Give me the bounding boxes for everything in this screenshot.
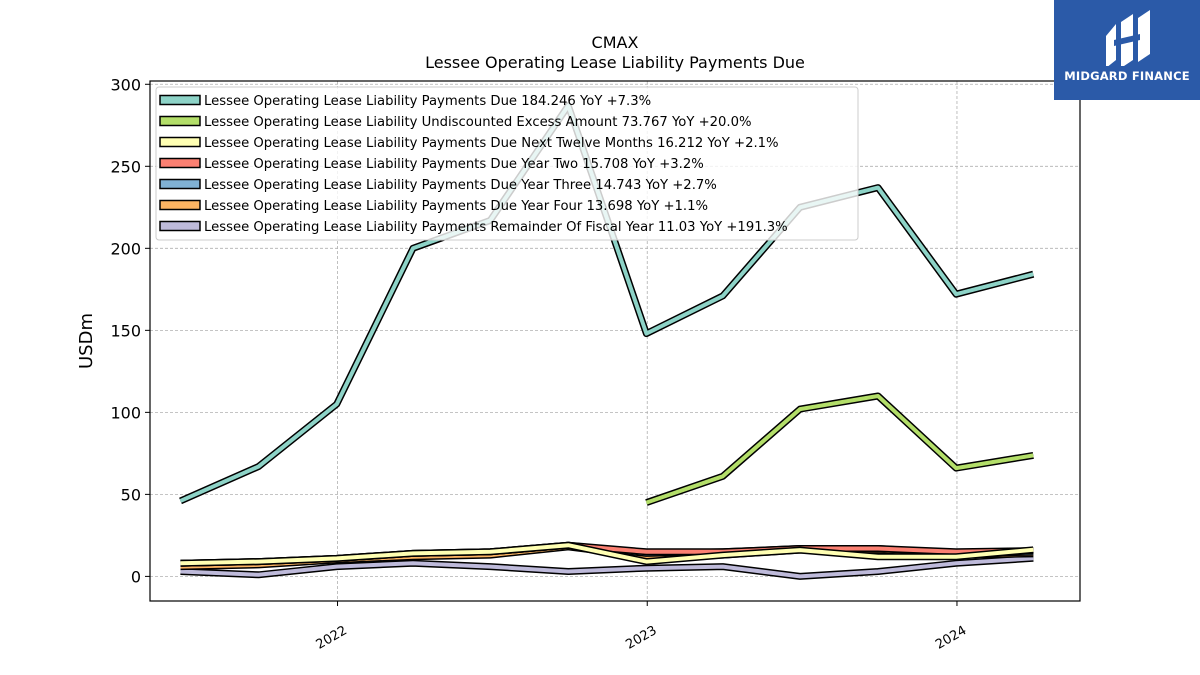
legend-swatch	[159, 115, 201, 127]
x-tick-label: 2023	[623, 623, 659, 653]
legend-item: Lessee Operating Lease Liability Undisco…	[159, 115, 752, 130]
chart-subtitle: Lessee Operating Lease Liability Payment…	[425, 53, 805, 72]
brand-mark-icon	[1106, 10, 1150, 66]
y-tick-label: 0	[131, 567, 141, 586]
x-tick-label: 2022	[314, 623, 350, 653]
legend-swatch	[159, 178, 201, 190]
legend-label: Lessee Operating Lease Liability Payment…	[204, 136, 779, 151]
chart-title: CMAX	[592, 33, 639, 52]
series-line	[645, 392, 1034, 506]
legend-label: Lessee Operating Lease Liability Undisco…	[204, 115, 752, 130]
legend-item: Lessee Operating Lease Liability Payment…	[159, 220, 788, 235]
legend-swatch	[159, 94, 201, 106]
series-line	[180, 554, 1034, 580]
legend-label: Lessee Operating Lease Liability Payment…	[204, 178, 717, 193]
legend-item: Lessee Operating Lease Liability Payment…	[159, 94, 651, 109]
y-tick-label: 300	[110, 75, 141, 94]
x-tick-label: 2024	[933, 623, 969, 653]
y-tick-label: 200	[110, 239, 141, 258]
brand-logo: MIDGARD FINANCE	[1054, 0, 1200, 100]
legend: Lessee Operating Lease Liability Payment…	[155, 86, 859, 241]
legend-swatch	[159, 220, 201, 232]
brand-name: MIDGARD FINANCE	[1064, 69, 1190, 83]
legend-label: Lessee Operating Lease Liability Payment…	[204, 199, 708, 214]
y-tick-label: 150	[110, 321, 141, 340]
series-line-stroke	[180, 543, 1034, 566]
legend-swatch	[159, 199, 201, 211]
series-line	[180, 541, 1034, 567]
series-line-stroke	[180, 556, 1034, 579]
legend-swatch	[159, 136, 201, 148]
legend-label: Lessee Operating Lease Liability Payment…	[204, 94, 651, 109]
y-tick-label: 100	[110, 403, 141, 422]
legend-label: Lessee Operating Lease Liability Payment…	[204, 220, 788, 235]
y-axis-label: USDm	[76, 313, 97, 369]
legend-item: Lessee Operating Lease Liability Payment…	[159, 157, 704, 172]
legend-label: Lessee Operating Lease Liability Payment…	[204, 157, 704, 172]
plot-frame	[149, 80, 1081, 602]
legend-frame	[155, 86, 859, 241]
legend-swatch	[159, 157, 201, 169]
legend-item: Lessee Operating Lease Liability Payment…	[159, 199, 708, 214]
series-line-stroke	[645, 394, 1034, 505]
y-tick-label: 250	[110, 157, 141, 176]
legend-item: Lessee Operating Lease Liability Payment…	[159, 178, 717, 193]
legend-item: Lessee Operating Lease Liability Payment…	[159, 136, 779, 151]
y-tick-label: 50	[121, 485, 141, 504]
